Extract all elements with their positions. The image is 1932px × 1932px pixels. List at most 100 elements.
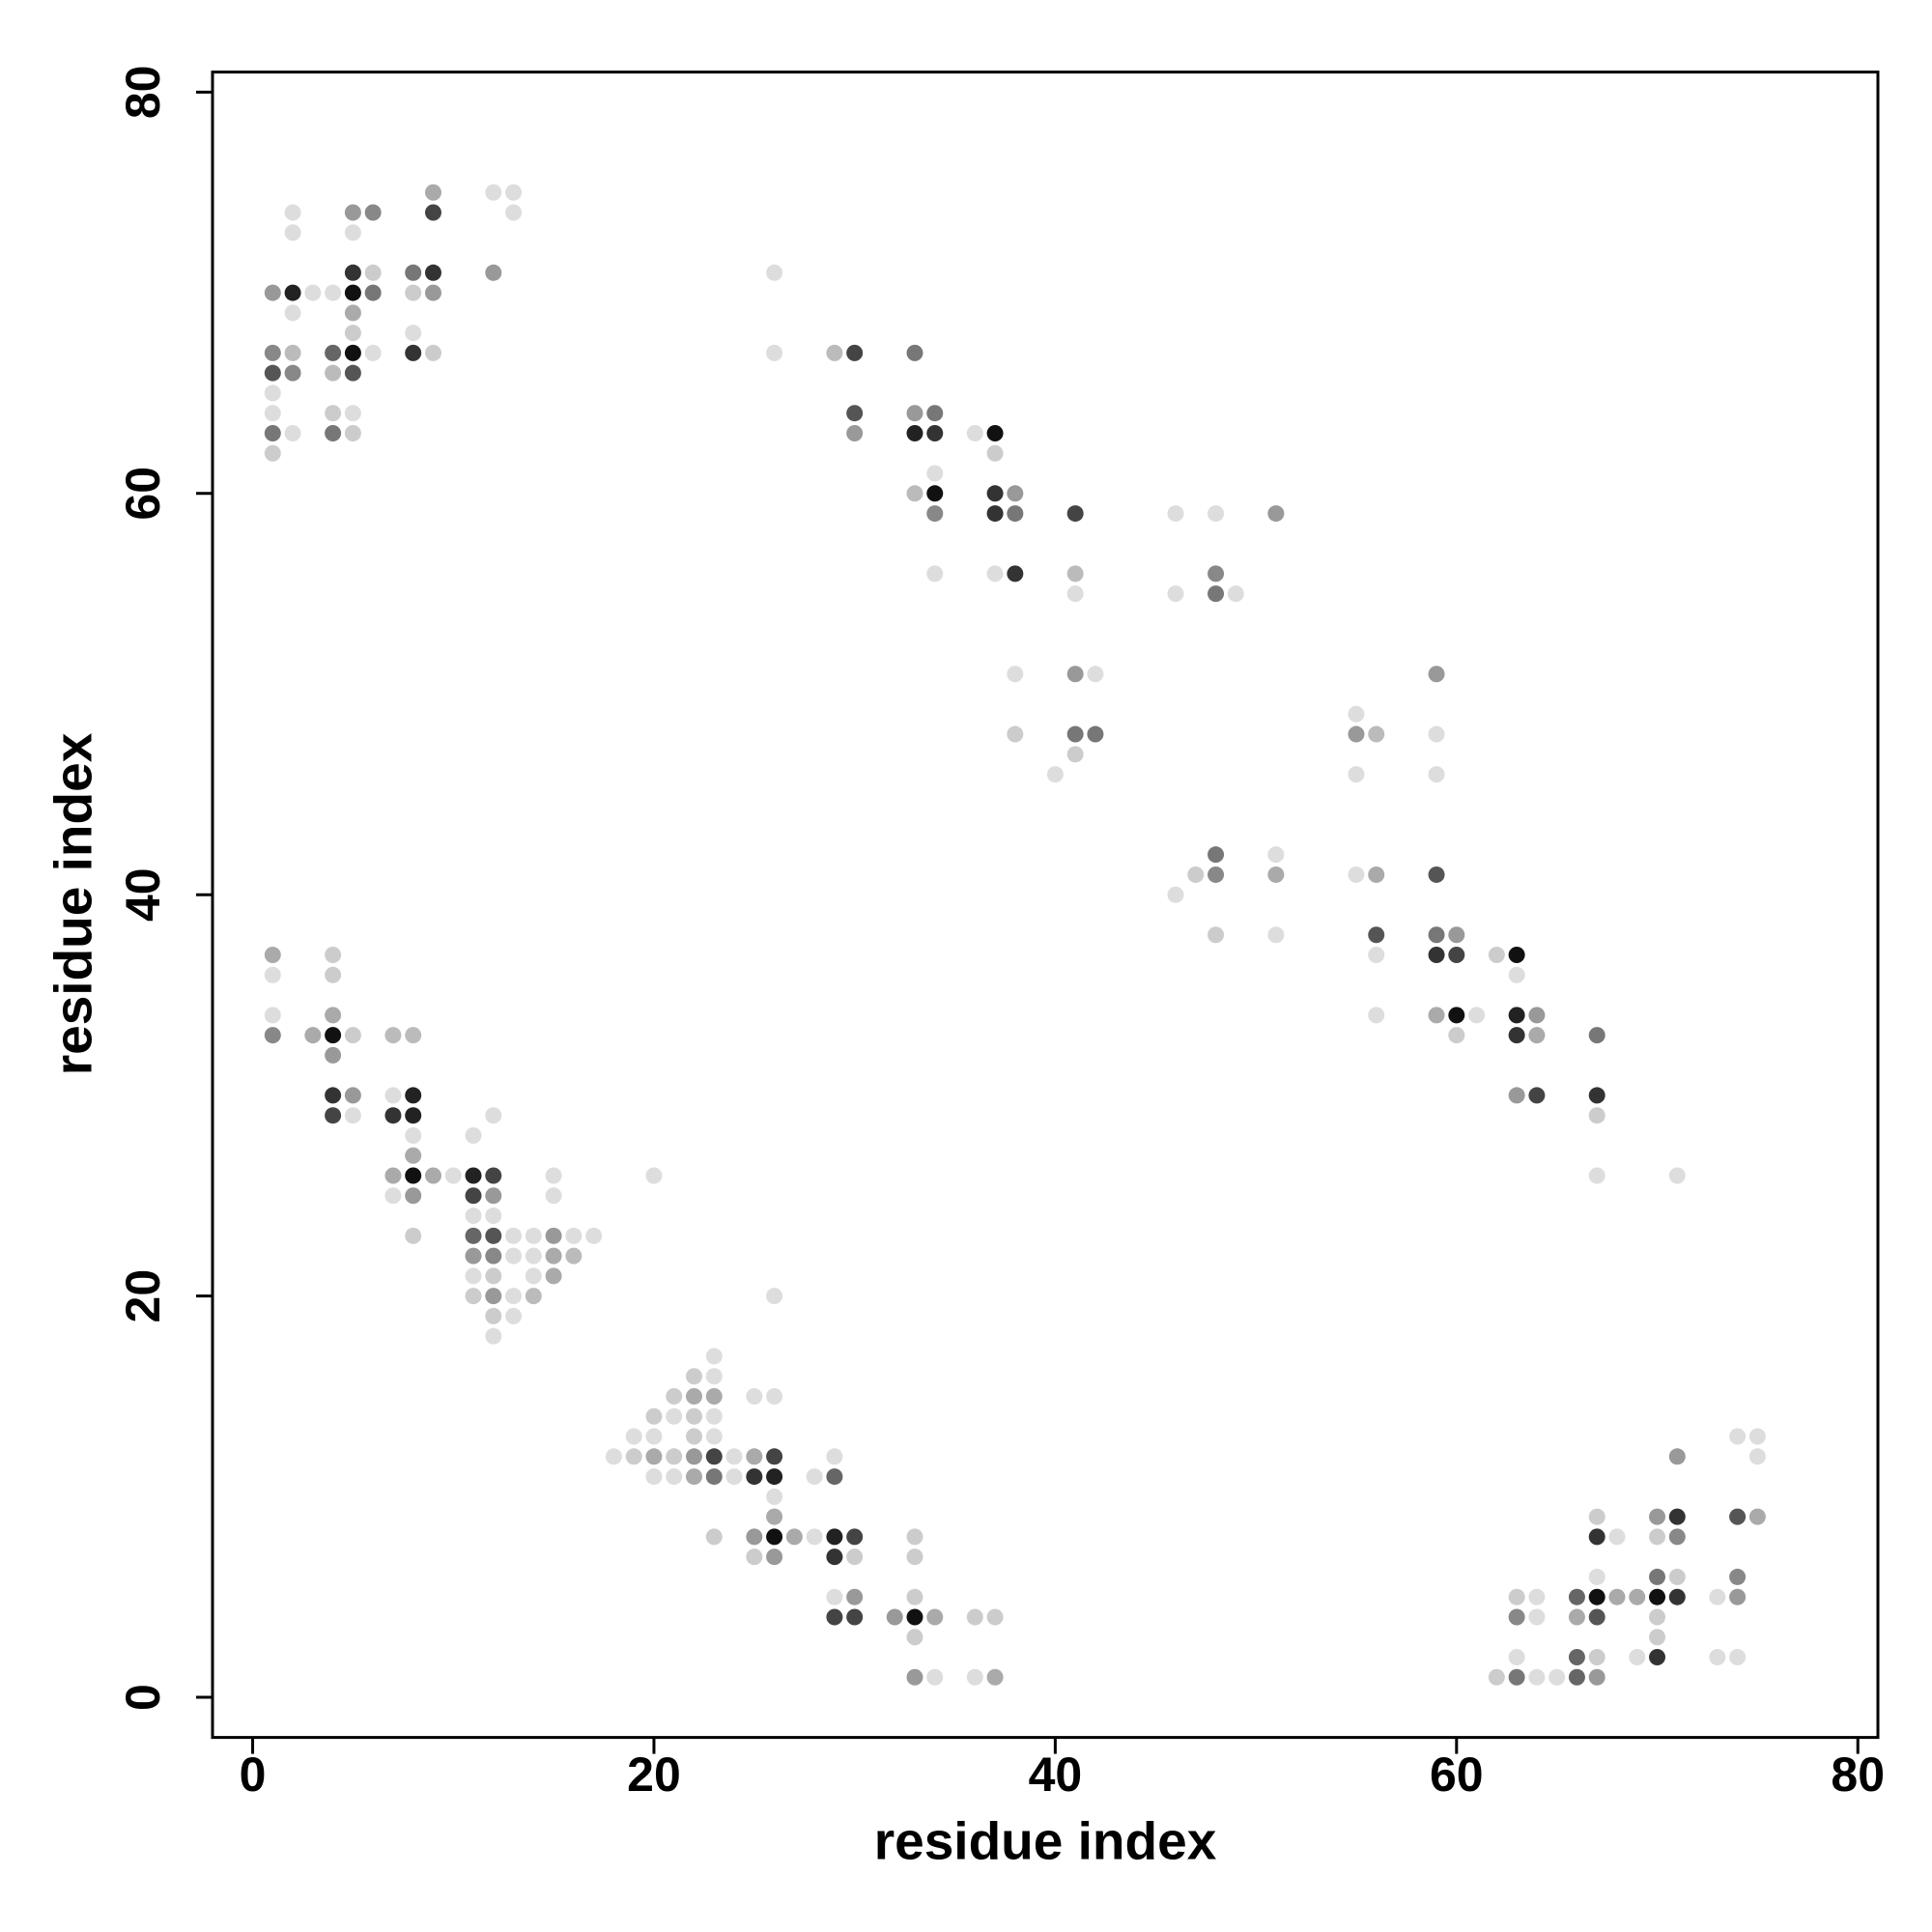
contact-point	[1428, 725, 1445, 743]
contact-point	[424, 344, 441, 361]
contact-point	[1007, 565, 1024, 582]
contact-point	[465, 1208, 482, 1225]
contact-point	[705, 1348, 723, 1365]
contact-point	[505, 1307, 523, 1324]
contact-point	[926, 424, 944, 441]
contact-point	[485, 1187, 502, 1205]
x-tick-label: 60	[1430, 1747, 1484, 1802]
contact-point	[766, 1288, 783, 1305]
contact-point	[325, 1027, 342, 1044]
contact-point	[1208, 565, 1225, 582]
contact-point	[284, 284, 301, 301]
contact-point	[766, 1448, 783, 1465]
contact-point	[926, 565, 944, 582]
contact-point	[405, 1027, 422, 1044]
contact-point	[966, 1668, 983, 1686]
contact-point	[1649, 1588, 1666, 1605]
contact-point	[906, 1629, 923, 1646]
contact-point	[1588, 1087, 1605, 1104]
contact-point	[1007, 725, 1024, 743]
contact-point	[1568, 1668, 1585, 1686]
x-axis-label: residue index	[874, 1811, 1217, 1871]
contact-point	[1007, 505, 1024, 523]
contact-point	[1588, 1528, 1605, 1546]
contact-point	[1668, 1167, 1686, 1184]
contact-point	[405, 1087, 422, 1104]
contact-point	[1588, 1649, 1605, 1666]
contact-point	[1066, 746, 1084, 763]
contact-point	[465, 1288, 482, 1305]
contact-point	[485, 1107, 502, 1124]
contact-point	[826, 1588, 843, 1605]
contact-point	[1167, 585, 1184, 603]
contact-point	[645, 1428, 663, 1445]
contact-point	[364, 284, 382, 301]
contact-point	[886, 1608, 903, 1626]
contact-point	[325, 405, 342, 422]
contact-point	[1649, 1629, 1666, 1646]
contact-point	[1588, 1608, 1605, 1626]
contact-point	[1729, 1588, 1747, 1605]
contact-point	[906, 1548, 923, 1566]
contact-point	[424, 264, 441, 281]
contact-point	[384, 1167, 402, 1184]
contact-point	[906, 405, 923, 422]
contact-point	[906, 1608, 923, 1626]
contact-point	[284, 224, 301, 242]
contact-point	[1668, 1448, 1686, 1465]
contact-point	[826, 1468, 843, 1486]
contact-point	[1087, 725, 1104, 743]
contact-point	[1066, 725, 1084, 743]
contact-point	[424, 184, 441, 201]
contact-point	[1208, 505, 1225, 523]
contact-point	[826, 1528, 843, 1546]
contact-point	[766, 1508, 783, 1525]
contact-point	[1588, 1027, 1605, 1044]
contact-point	[705, 1368, 723, 1385]
contact-point	[1748, 1428, 1766, 1445]
contact-point	[1528, 1027, 1546, 1044]
contact-point	[806, 1528, 823, 1546]
contact-point	[264, 947, 281, 964]
contact-point	[766, 344, 783, 361]
contact-point	[846, 424, 864, 441]
contact-point	[485, 1327, 502, 1345]
contact-point	[1748, 1508, 1766, 1525]
contact-point	[325, 424, 342, 441]
contact-point	[1709, 1588, 1726, 1605]
contact-point	[545, 1187, 562, 1205]
contact-point	[1227, 585, 1244, 603]
contact-point	[405, 1107, 422, 1124]
contact-point	[746, 1387, 763, 1405]
contact-point	[1348, 725, 1365, 743]
contact-point	[1066, 565, 1084, 582]
contact-point	[986, 1668, 1004, 1686]
contact-point	[525, 1267, 542, 1285]
contact-point	[585, 1227, 603, 1244]
contact-point	[1588, 1668, 1605, 1686]
contact-point	[1368, 866, 1385, 883]
contact-point	[705, 1407, 723, 1425]
contact-point	[666, 1468, 683, 1486]
contact-point	[325, 364, 342, 382]
contact-point	[485, 264, 502, 281]
contact-point	[1588, 1167, 1605, 1184]
contact-point	[926, 1668, 944, 1686]
contact-point	[1608, 1528, 1626, 1546]
x-tick-label: 20	[627, 1747, 681, 1802]
contact-point	[1267, 926, 1285, 944]
contact-point	[826, 1448, 843, 1465]
contact-point	[1208, 846, 1225, 864]
contact-point	[465, 1227, 482, 1244]
contact-point	[1608, 1588, 1626, 1605]
contact-point	[1508, 1608, 1525, 1626]
contact-point	[1428, 866, 1445, 883]
contact-point	[906, 485, 923, 502]
contact-point	[1528, 1608, 1546, 1626]
contact-point	[1649, 1508, 1666, 1525]
contact-point	[1588, 1107, 1605, 1124]
contact-point	[364, 204, 382, 221]
contact-point	[1448, 1007, 1465, 1024]
contact-point	[705, 1468, 723, 1486]
contact-point	[746, 1468, 763, 1486]
